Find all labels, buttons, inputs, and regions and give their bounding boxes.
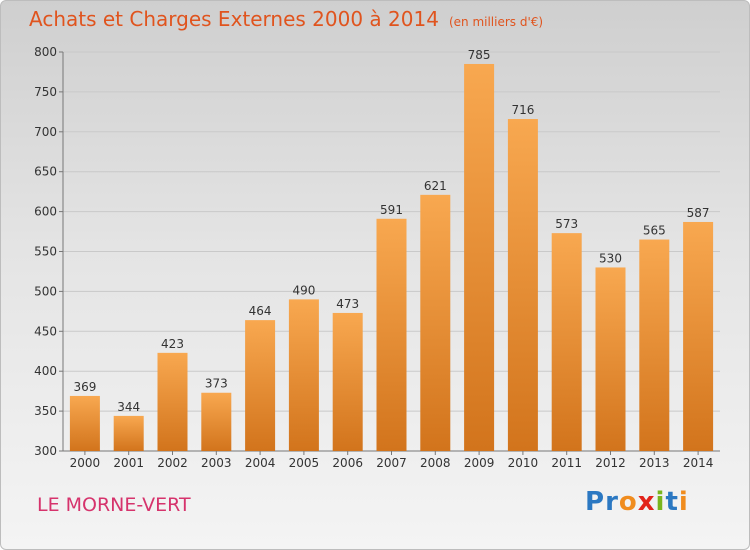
x-tick-label: 2003 — [201, 456, 232, 470]
y-tick-label: 550 — [34, 245, 57, 259]
x-tick-label: 2004 — [245, 456, 276, 470]
x-axis: 2000 2001 2002 2003 2004 2005 2006 2007 2008 2009… — [70, 451, 714, 470]
bar-value-label: 464 — [249, 304, 272, 318]
bar — [332, 312, 363, 451]
logo-letter: x — [637, 487, 656, 517]
bar-value-label: 373 — [205, 377, 228, 391]
bar-value-label: 490 — [292, 283, 315, 297]
bar — [639, 239, 670, 451]
bar — [551, 233, 582, 451]
bar-value-label: 621 — [424, 179, 447, 193]
bar — [420, 194, 451, 452]
x-tick-label: 2002 — [157, 456, 188, 470]
y-tick-label: 750 — [34, 85, 57, 99]
x-tick-label: 2008 — [420, 456, 451, 470]
y-tick-label: 300 — [34, 444, 57, 458]
bar-value-label: 344 — [117, 400, 140, 414]
bar-value-label: 587 — [687, 206, 710, 220]
chart-title-main: Achats et Charges Externes 2000 à 2014 — [29, 7, 439, 31]
bar-value-label: 591 — [380, 203, 403, 217]
bar-value-label: 785 — [468, 48, 491, 62]
bar — [288, 299, 319, 451]
y-tick-label: 350 — [34, 404, 57, 418]
logo-letter: i — [678, 487, 689, 517]
y-tick-label: 500 — [34, 284, 57, 298]
chart-title: Achats et Charges Externes 2000 à 2014 (e… — [29, 7, 543, 31]
logo-letter: o — [618, 487, 638, 517]
bar-value-label: 473 — [336, 297, 359, 311]
bar-value-label: 716 — [511, 103, 534, 117]
y-tick-label: 600 — [34, 205, 57, 219]
logo-letter: r — [605, 487, 619, 517]
bar — [201, 392, 232, 451]
x-tick-label: 2012 — [595, 456, 626, 470]
bar — [595, 267, 626, 451]
chart-title-unit: (en milliers d'€) — [448, 15, 544, 29]
y-tick-label: 800 — [34, 45, 57, 59]
place-name: LE MORNE-VERT — [37, 494, 191, 516]
x-tick-label: 2014 — [683, 456, 714, 470]
x-tick-label: 2009 — [464, 456, 495, 470]
y-tick-label: 450 — [34, 324, 57, 338]
bar — [683, 221, 714, 451]
bars: 369 344 423 373 464 490 473 591 621 785 716 573 530 5… — [69, 48, 714, 452]
bar — [245, 320, 276, 451]
bar-value-label: 573 — [555, 217, 578, 231]
x-tick-label: 2005 — [289, 456, 320, 470]
bar — [69, 395, 100, 451]
x-tick-label: 2000 — [70, 456, 101, 470]
x-tick-label: 2013 — [639, 456, 670, 470]
bar — [376, 218, 407, 451]
x-tick-label: 2007 — [376, 456, 407, 470]
logo-letter: i — [655, 487, 666, 517]
bar-value-label: 530 — [599, 251, 622, 265]
x-tick-label: 2011 — [551, 456, 582, 470]
bar — [507, 119, 538, 452]
bar — [157, 352, 188, 451]
bar-value-label: 423 — [161, 337, 184, 351]
y-tick-label: 650 — [34, 165, 57, 179]
logo-letter: P — [585, 487, 606, 517]
y-tick-label: 400 — [34, 364, 57, 378]
bar — [113, 415, 144, 451]
logo-letter: t — [665, 487, 679, 517]
x-tick-label: 2010 — [508, 456, 539, 470]
proxiti-logo[interactable]: Proxiti — [585, 487, 689, 517]
x-tick-label: 2001 — [113, 456, 144, 470]
y-tick-label: 700 — [34, 125, 57, 139]
bar-value-label: 565 — [643, 224, 666, 238]
bar-value-label: 369 — [73, 380, 96, 394]
bar — [464, 63, 495, 451]
x-tick-label: 2006 — [332, 456, 363, 470]
